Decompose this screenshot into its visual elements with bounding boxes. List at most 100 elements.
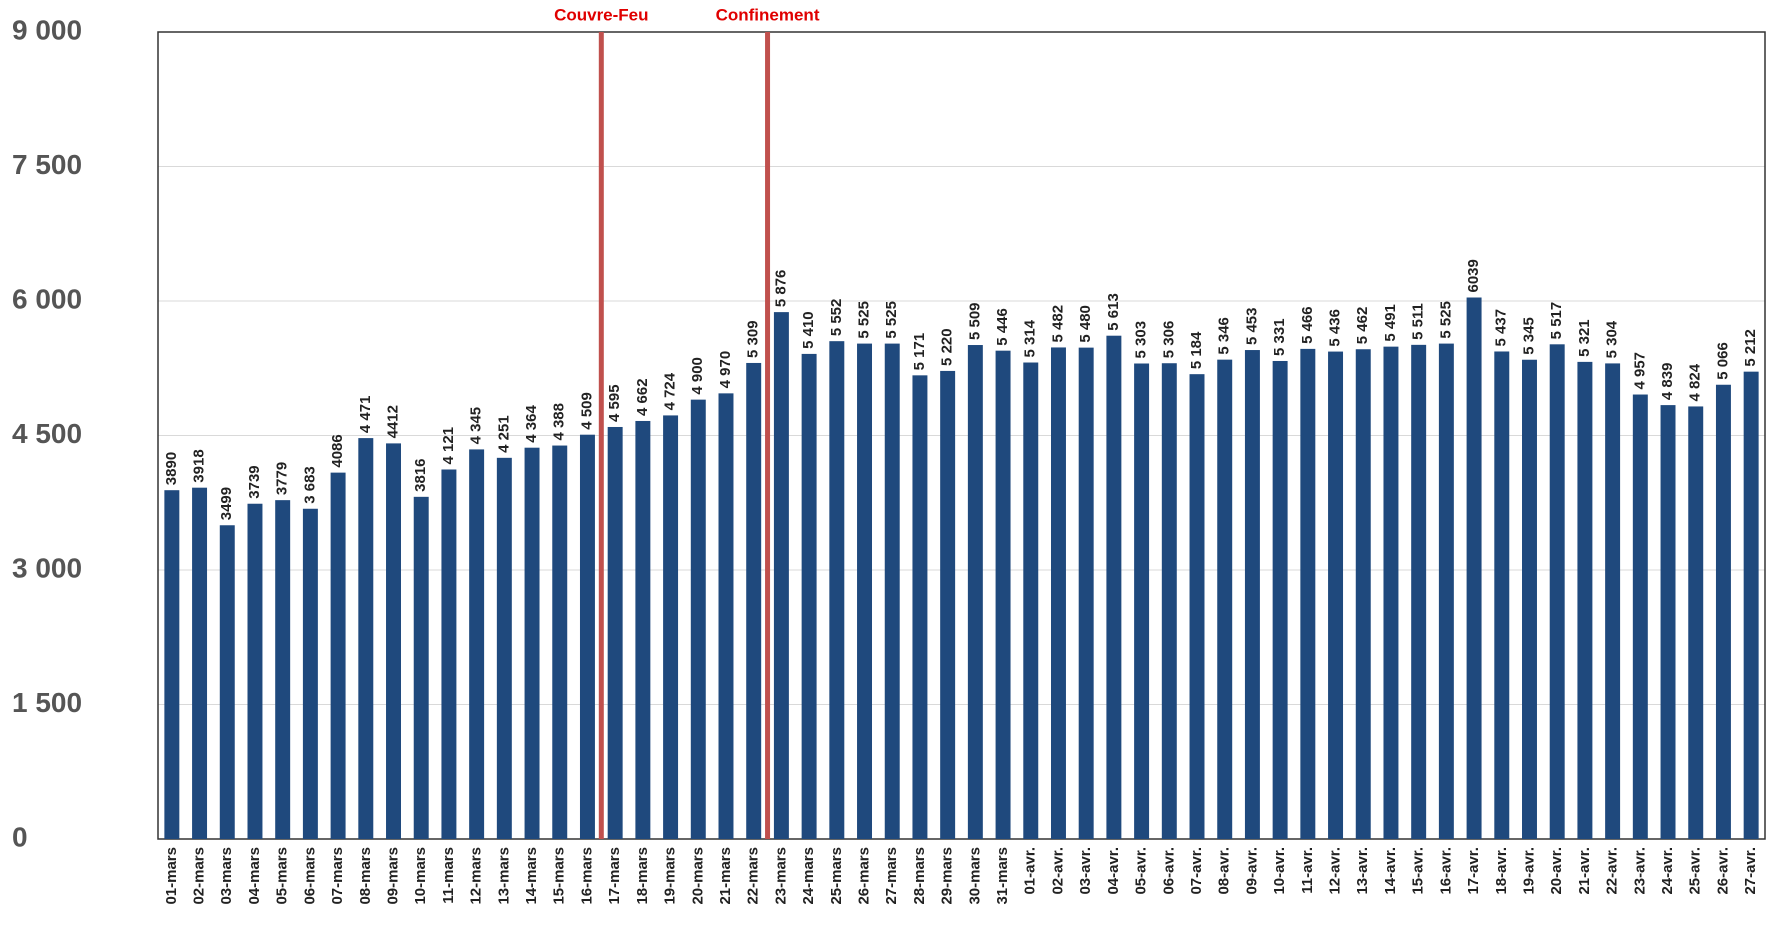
value-label: 5 876: [772, 270, 789, 308]
value-label: 5 437: [1493, 309, 1510, 347]
value-label: 3739: [246, 465, 263, 498]
x-tick-label: 11-avr.: [1299, 847, 1316, 894]
value-label: 5 491: [1382, 304, 1399, 342]
x-tick-label: 06-avr.: [1160, 847, 1177, 895]
value-label: 5 453: [1243, 308, 1260, 346]
value-label: 4 595: [606, 384, 623, 422]
bar: [884, 343, 900, 839]
bar: [1715, 384, 1731, 839]
bar: [552, 445, 568, 839]
x-tick-label: 21-mars: [717, 847, 734, 905]
value-label: 4412: [384, 405, 401, 438]
bar: [635, 420, 651, 839]
y-tick-label: 3 000: [12, 552, 82, 583]
x-tick-label: 12-avr.: [1327, 847, 1344, 895]
x-tick-label: 02-avr.: [1049, 847, 1066, 895]
x-tick-label: 16-mars: [578, 847, 595, 905]
bar: [164, 490, 180, 839]
bar: [829, 341, 845, 839]
bar: [1632, 394, 1648, 839]
x-tick-label: 10-mars: [412, 847, 429, 905]
x-tick-label: 19-avr.: [1520, 847, 1537, 895]
y-tick-label: 1 500: [12, 687, 82, 718]
x-tick-label: 23-avr.: [1631, 847, 1648, 895]
x-tick-label: 24-avr.: [1659, 847, 1676, 895]
x-tick-label: 21-avr.: [1576, 847, 1593, 895]
value-label: 5 321: [1576, 319, 1593, 357]
x-tick-label: 01-mars: [163, 847, 180, 905]
bar: [1688, 406, 1704, 839]
value-label: 5 436: [1327, 309, 1344, 347]
value-label: 4 388: [551, 403, 568, 441]
value-label: 5 066: [1714, 342, 1731, 380]
bar: [967, 345, 983, 839]
value-label: 4 900: [689, 357, 706, 395]
x-tick-label: 18-mars: [634, 847, 651, 905]
bar: [441, 469, 457, 839]
bar: [1050, 347, 1066, 839]
value-label: 5 331: [1271, 318, 1288, 356]
bar: [192, 487, 208, 839]
bar: [995, 350, 1011, 839]
value-label: 4 824: [1687, 363, 1704, 401]
bar: [1189, 374, 1205, 839]
bar: [690, 399, 706, 839]
bar: [746, 362, 762, 839]
bar: [1106, 335, 1122, 839]
x-tick-label: 09-avr.: [1243, 847, 1260, 895]
x-tick-label: 24-mars: [800, 847, 817, 905]
bar: [1217, 359, 1233, 839]
bar: [1383, 346, 1399, 839]
x-tick-label: 05-mars: [274, 847, 291, 905]
bar: [1466, 297, 1482, 839]
x-tick-label: 15-avr.: [1410, 847, 1427, 895]
bar: [1134, 363, 1150, 839]
x-tick-label: 06-mars: [301, 847, 318, 905]
bar: [386, 443, 401, 839]
bar: [247, 503, 263, 839]
bar: [912, 375, 928, 839]
value-label: 5 410: [800, 311, 817, 349]
value-label: 4 345: [468, 407, 485, 445]
value-label: 4 509: [578, 392, 595, 430]
value-label: 5 171: [911, 333, 928, 371]
value-label: 3499: [218, 487, 235, 520]
bar: [1438, 343, 1454, 839]
value-label: 4 471: [357, 396, 374, 434]
y-tick-label: 4 500: [12, 418, 82, 449]
bar: [1300, 348, 1316, 839]
x-tick-label: 16-avr.: [1437, 847, 1454, 895]
x-tick-label: 27-mars: [883, 847, 900, 905]
x-tick-label: 17-avr.: [1465, 847, 1482, 895]
y-tick-label: 0: [12, 821, 28, 852]
value-label: 5 446: [994, 308, 1011, 346]
x-tick-label: 03-avr.: [1077, 847, 1094, 895]
value-label: 5 517: [1548, 302, 1565, 340]
bar: [773, 312, 789, 839]
bar: [1660, 405, 1676, 839]
value-label: 4 957: [1631, 352, 1648, 390]
x-tick-label: 26-avr.: [1714, 847, 1731, 895]
value-label: 5 509: [966, 302, 983, 340]
bar: [1577, 361, 1593, 839]
bar: [275, 500, 291, 839]
value-label: 4 662: [634, 378, 651, 416]
value-label: 5 525: [855, 301, 872, 339]
bar: [219, 525, 235, 839]
x-tick-label: 30-mars: [966, 847, 983, 905]
x-tick-label: 29-mars: [939, 847, 956, 905]
x-tick-label: 04-avr.: [1105, 847, 1122, 895]
bar: [801, 353, 817, 839]
value-label: 4 724: [662, 372, 679, 410]
value-label: 3918: [191, 449, 208, 482]
bar: [330, 472, 346, 839]
x-tick-label: 25-mars: [828, 847, 845, 905]
value-label: 3816: [412, 458, 429, 491]
bar: [469, 449, 485, 839]
y-tick-label: 6 000: [12, 283, 82, 314]
bar: [607, 426, 623, 839]
value-label: 3890: [163, 452, 180, 485]
x-tick-label: 07-mars: [329, 847, 346, 905]
value-label: 5 466: [1299, 306, 1316, 344]
